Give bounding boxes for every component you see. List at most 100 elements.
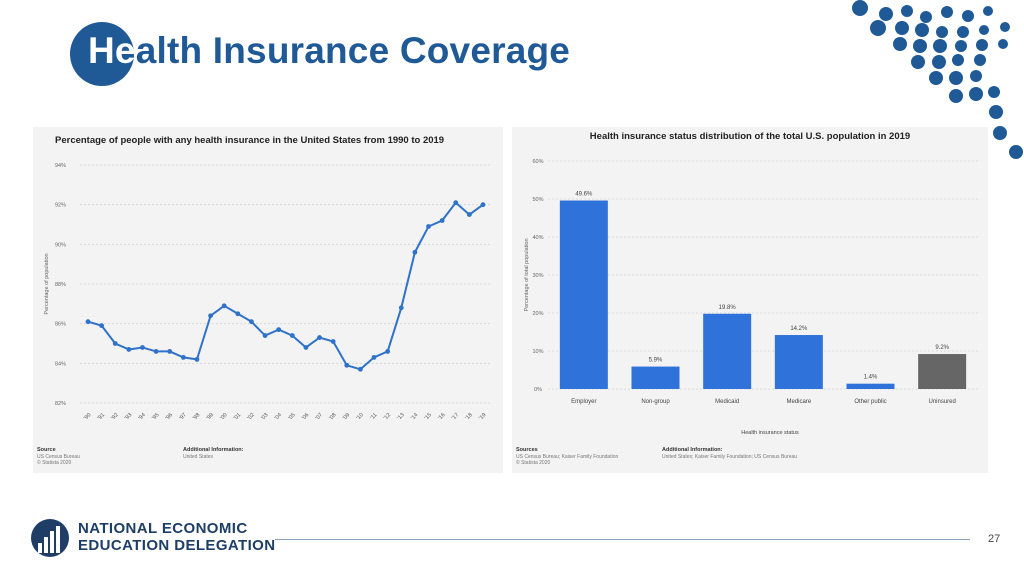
decor-dot xyxy=(962,10,974,22)
decor-dot xyxy=(933,39,947,53)
line-source-line: © Statista 2020 xyxy=(37,459,71,466)
line-x-tick-label: '13 xyxy=(396,412,405,421)
line-x-tick-label: '07 xyxy=(315,412,324,421)
line-y-axis-label: Percentage of population xyxy=(44,253,50,314)
decor-dot xyxy=(852,0,868,16)
line-data-point xyxy=(330,339,336,344)
line-data-point xyxy=(466,212,472,217)
decor-dot xyxy=(969,87,983,101)
line-x-tick-label: '01 xyxy=(233,412,242,421)
decor-dot xyxy=(893,37,907,51)
slide-title-lead: He xyxy=(88,30,136,71)
bar-1 xyxy=(631,366,680,389)
line-x-tick-label: '11 xyxy=(369,412,378,421)
bar-y-tick-label: 20% xyxy=(532,311,543,317)
line-x-tick-label: '97 xyxy=(178,412,187,421)
line-x-tick-label: '14 xyxy=(410,412,419,421)
decor-dot xyxy=(901,5,913,17)
line-source-heading: Source xyxy=(37,447,56,453)
line-data-point xyxy=(398,305,404,311)
bar-0 xyxy=(559,200,608,389)
line-x-tick-label: '99 xyxy=(206,412,215,421)
bar-source-line: © Statista 2020 xyxy=(516,459,550,466)
line-x-tick-label: '06 xyxy=(301,412,310,421)
bar-chart-panel: Health insurance status distribution of … xyxy=(512,127,988,473)
line-x-tick-label: '17 xyxy=(451,412,460,421)
decor-dot xyxy=(879,7,893,21)
line-data-point xyxy=(412,249,418,255)
decor-dot xyxy=(941,6,953,18)
line-data-point xyxy=(180,354,186,360)
line-data-point xyxy=(194,356,200,362)
line-source-line: US Census Bureau xyxy=(37,454,80,460)
bar-chart-title: Health insurance status distribution of … xyxy=(590,131,910,142)
decor-dot xyxy=(957,26,969,38)
line-data-point xyxy=(126,347,132,352)
line-y-tick-label: 90% xyxy=(55,242,66,248)
line-data-point xyxy=(235,311,241,317)
line-x-tick-label: '96 xyxy=(165,412,174,421)
bar-category-label: Non-group xyxy=(641,399,670,405)
line-y-tick-label: 84% xyxy=(55,361,66,367)
decor-dot xyxy=(932,55,946,69)
line-x-tick-label: '03 xyxy=(260,412,269,421)
line-data-point xyxy=(426,224,431,229)
line-y-tick-label: 94% xyxy=(55,163,66,169)
line-chart: Percentage of people with any health ins… xyxy=(37,135,491,466)
bar-5 xyxy=(918,354,967,389)
bar-source-line: US Census Bureau; Kaiser Family Foundati… xyxy=(516,454,618,460)
bar-data-label: 14.2% xyxy=(790,326,808,332)
bar-category-label: Employer xyxy=(571,399,596,405)
line-x-tick-label: '94 xyxy=(138,412,147,421)
line-x-tick-label: '18 xyxy=(464,412,473,421)
line-chart-panel: Percentage of people with any health ins… xyxy=(33,127,503,473)
bar-data-label: 9.2% xyxy=(935,345,949,351)
line-x-tick-label: '93 xyxy=(124,412,133,421)
title-circle-accent xyxy=(70,22,134,86)
line-data-point xyxy=(303,345,309,350)
bar-4 xyxy=(846,383,895,389)
line-x-tick-label: '08 xyxy=(328,412,337,421)
decor-dot xyxy=(913,39,927,53)
organization-name-line1: NATIONAL ECONOMIC xyxy=(78,520,248,537)
decor-dot xyxy=(911,55,925,69)
line-y-tick-label: 82% xyxy=(55,401,66,407)
bar-y-axis-label: Percentage of total population xyxy=(524,238,530,311)
line-info-heading: Additional Information: xyxy=(183,447,244,453)
organization-name: NATIONAL ECONOMIC EDUCATION DELEGATION xyxy=(78,520,275,554)
line-x-tick-label: '02 xyxy=(247,412,256,421)
bar-data-label: 5.9% xyxy=(649,358,663,364)
line-x-tick-label: '09 xyxy=(342,412,351,421)
line-x-tick-label: '00 xyxy=(219,412,228,421)
decor-dot xyxy=(970,70,982,82)
decor-dot xyxy=(998,39,1008,49)
line-data-point xyxy=(480,202,486,208)
decor-dot xyxy=(895,21,909,35)
bar-data-label: 19.8% xyxy=(719,305,737,311)
decor-dot xyxy=(952,54,964,66)
line-x-tick-label: '95 xyxy=(151,412,160,421)
bar-source-heading: Sources xyxy=(516,447,538,453)
decor-dot xyxy=(1000,22,1010,32)
bar-x-axis-label: Health insurance status xyxy=(741,430,799,436)
bar-y-tick-label: 0% xyxy=(534,387,542,393)
line-data-point xyxy=(262,333,268,338)
decor-dot xyxy=(936,26,948,38)
decor-dot xyxy=(979,25,989,35)
line-data-point xyxy=(112,341,118,346)
bar-category-label: Other public xyxy=(854,399,886,405)
decor-dot xyxy=(989,105,1003,119)
line-x-tick-label: '91 xyxy=(97,412,106,421)
decor-dot xyxy=(993,126,1007,140)
line-x-tick-label: '10 xyxy=(356,412,365,421)
line-x-tick-label: '16 xyxy=(437,412,446,421)
line-data-point xyxy=(317,335,322,340)
line-data-point xyxy=(167,349,173,354)
line-chart-title: Percentage of people with any health ins… xyxy=(55,135,444,146)
bar-data-label: 49.6% xyxy=(575,192,593,198)
line-y-tick-label: 86% xyxy=(55,322,66,328)
line-x-tick-label: '90 xyxy=(83,412,92,421)
line-data-point xyxy=(140,345,145,350)
line-data-point xyxy=(371,354,377,360)
bar-category-label: Uninsured xyxy=(928,399,955,405)
